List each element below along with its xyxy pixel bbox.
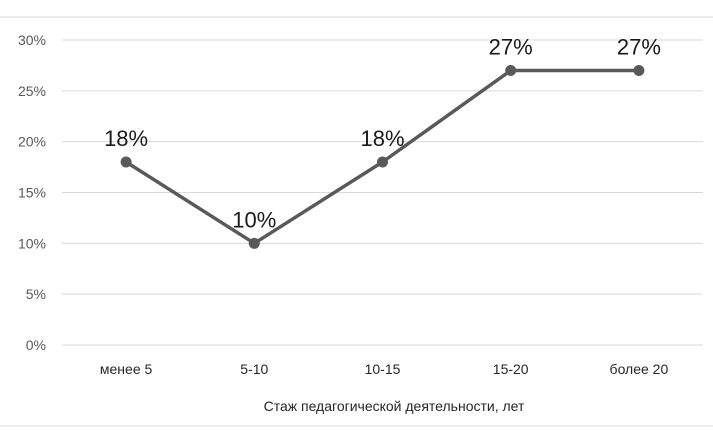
data-point (120, 156, 132, 168)
data-point (505, 65, 517, 76)
data-label: 18% (360, 126, 404, 151)
y-axis-tick-labels: 0% 5% 10% 15% 20% 25% 30% (18, 32, 46, 353)
y-tick-label: 30% (18, 32, 46, 48)
y-tick-label: 10% (18, 235, 46, 251)
data-label: 27% (617, 35, 661, 60)
y-tick-label: 25% (18, 83, 46, 99)
x-category-label: менее 5 (100, 361, 153, 377)
data-label: 27% (489, 35, 533, 60)
data-label: 18% (104, 126, 148, 151)
x-category-label: 15-20 (493, 361, 529, 377)
gridlines (62, 39, 703, 346)
x-category-label: более 20 (610, 361, 669, 377)
data-labels: 18% 10% 18% 27% 27% (104, 35, 661, 233)
y-tick-label: 5% (26, 286, 46, 302)
data-point (633, 65, 645, 76)
x-axis-category-labels: менее 5 5-10 10-15 15-20 более 20 (100, 361, 669, 377)
y-tick-label: 15% (18, 185, 46, 201)
y-tick-label: 0% (26, 337, 46, 353)
y-tick-label: 20% (18, 134, 46, 150)
series (120, 65, 645, 249)
data-point (248, 237, 260, 249)
data-point (377, 156, 388, 168)
x-axis-title: Стаж педагогической деятельности, лет (264, 398, 525, 414)
x-category-label: 5-10 (240, 361, 268, 377)
data-label: 10% (232, 207, 276, 232)
x-category-label: 10-15 (365, 361, 401, 377)
